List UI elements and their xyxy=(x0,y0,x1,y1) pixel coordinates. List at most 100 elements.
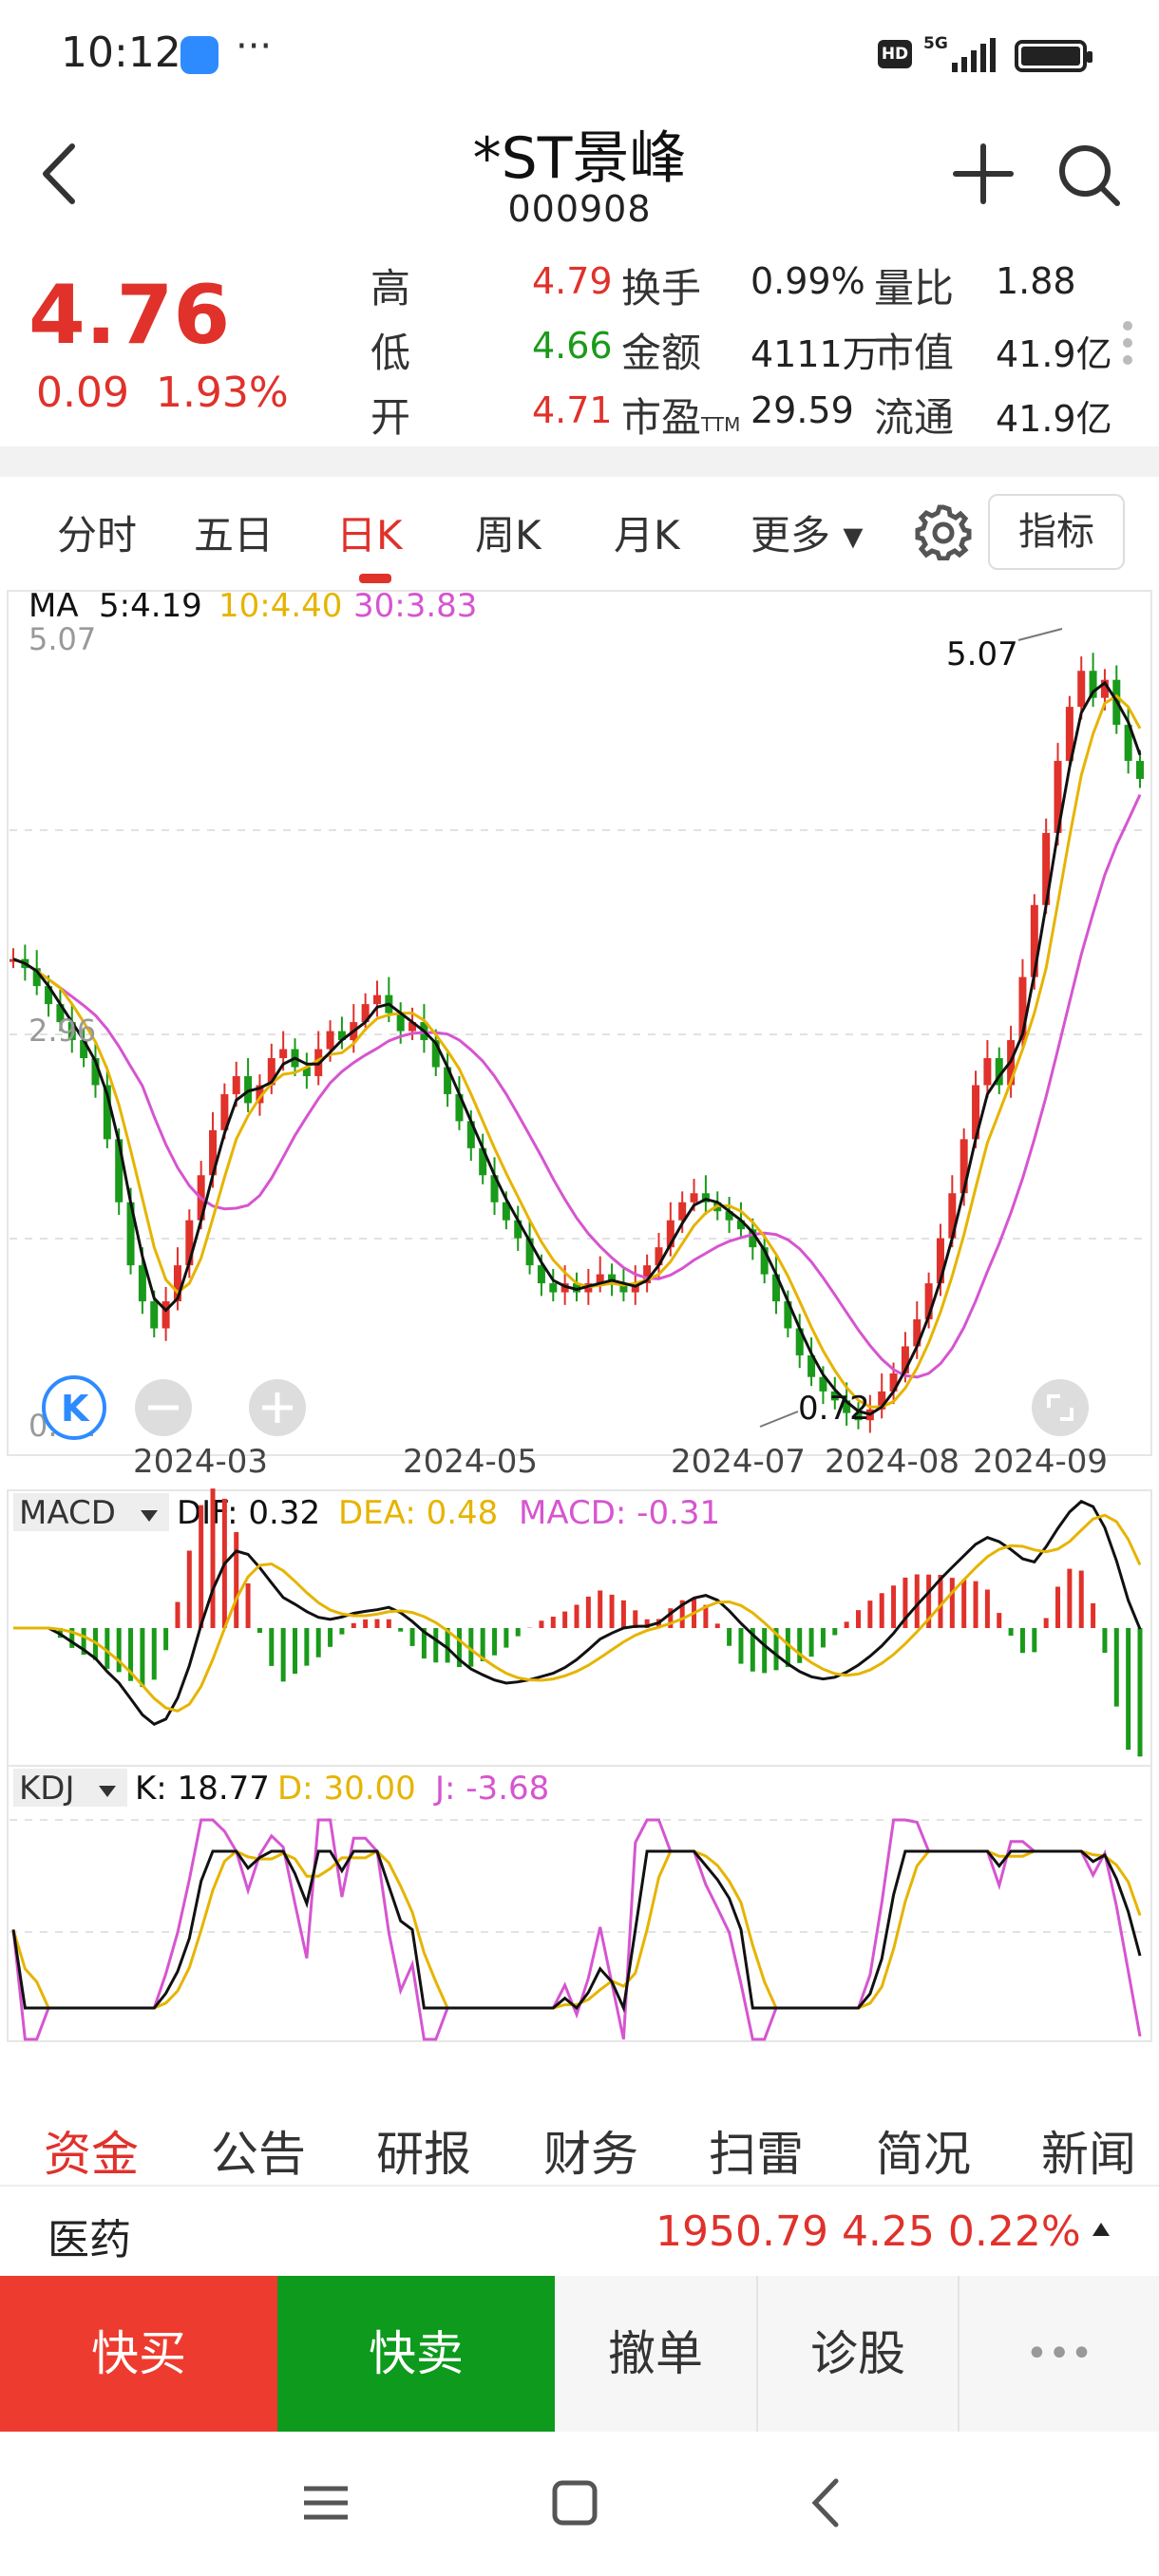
candle-body xyxy=(361,1004,370,1023)
candle-body xyxy=(1030,904,1038,977)
candle-body xyxy=(843,1400,851,1413)
stat-value: 1.88 xyxy=(996,260,1076,302)
candle-body xyxy=(924,1283,933,1319)
period-tab[interactable]: 五日 xyxy=(194,512,275,559)
candle-body xyxy=(889,1373,898,1392)
info-tab[interactable]: 资金 xyxy=(44,2127,139,2182)
candle-body xyxy=(502,1202,510,1221)
menu-icon[interactable] xyxy=(293,2470,359,2536)
low-annotation-leader xyxy=(759,1411,799,1428)
cancel-order-button[interactable]: 撤单 xyxy=(555,2276,756,2432)
stat-label: 高 xyxy=(370,265,411,312)
search-icon[interactable] xyxy=(1053,139,1125,211)
info-tab[interactable]: 财务 xyxy=(543,2127,638,2182)
quick-sell-button[interactable]: 快卖 xyxy=(277,2276,555,2432)
kdj-title: KDJ xyxy=(19,1770,75,1808)
candle-body xyxy=(795,1328,804,1355)
macd-dea-label: DEA: 0.48 xyxy=(338,1494,498,1532)
candle-body xyxy=(396,1013,405,1032)
x-axis-label: 2024-05 xyxy=(403,1443,538,1481)
expand-up-icon[interactable] xyxy=(1092,2223,1110,2236)
section-divider xyxy=(0,446,1159,477)
candle-body xyxy=(150,1301,159,1329)
candle-body xyxy=(878,1391,886,1410)
status-bar: 10:12 ··· HD 5G xyxy=(0,0,1159,109)
candle-body xyxy=(302,1067,311,1076)
candle-body xyxy=(995,1058,1003,1086)
gear-icon[interactable] xyxy=(914,502,973,560)
quick-buy-button[interactable]: 快买 xyxy=(0,2276,277,2432)
kline-logo-button: K xyxy=(42,1375,106,1440)
zoom-in-button xyxy=(249,1379,306,1436)
info-tabs-divider xyxy=(0,2185,1159,2187)
plus-icon[interactable] xyxy=(950,141,1016,207)
candle-body xyxy=(643,1265,652,1284)
candle-body xyxy=(1077,671,1086,708)
ma5-legend: 5:4.19 xyxy=(99,587,202,625)
network-type-label: 5G xyxy=(923,34,948,53)
signal-icon xyxy=(952,38,996,72)
candle-body xyxy=(749,1229,757,1248)
more-vertical-icon[interactable] xyxy=(1121,319,1134,367)
kdj-k-label: K: 18.77 xyxy=(135,1770,270,1808)
candle-body xyxy=(337,1031,346,1041)
candle-body xyxy=(619,1283,628,1293)
candle-body xyxy=(560,1283,569,1293)
stat-value: 4.71 xyxy=(532,389,613,431)
info-tab[interactable]: 简况 xyxy=(876,2127,971,2182)
macd-title: MACD xyxy=(19,1494,116,1532)
candle-body xyxy=(772,1274,781,1302)
high-annotation-leader xyxy=(1017,628,1063,641)
stat-value: 4.79 xyxy=(532,260,613,302)
stat-label: 市值 xyxy=(874,330,955,376)
candle-body xyxy=(80,1040,88,1058)
candle-body xyxy=(1124,725,1132,762)
back-chevron-icon[interactable] xyxy=(36,141,84,207)
stat-label: 开 xyxy=(370,394,411,441)
period-tab[interactable]: 月K xyxy=(614,512,680,559)
kdj-d-line xyxy=(11,1849,1142,2010)
diagnose-button[interactable]: 诊股 xyxy=(758,2276,958,2432)
home-icon[interactable] xyxy=(542,2470,608,2536)
ma30-line xyxy=(12,793,1142,1379)
candle-body xyxy=(784,1301,792,1329)
candle-body xyxy=(631,1283,639,1293)
info-tab[interactable]: 扫雷 xyxy=(709,2127,804,2182)
stat-value: 4111万 xyxy=(750,333,879,375)
candle-body xyxy=(701,1193,710,1203)
period-tab[interactable]: 日K xyxy=(336,512,403,559)
info-tab[interactable]: 研报 xyxy=(376,2127,471,2182)
period-tab[interactable]: 周K xyxy=(475,512,542,559)
more-actions-button[interactable]: ••• xyxy=(960,2276,1159,2432)
sector-name[interactable]: 医药 xyxy=(48,2216,131,2264)
candle-body xyxy=(854,1412,863,1421)
info-tab[interactable]: 新闻 xyxy=(1041,2127,1136,2182)
period-tab[interactable]: 更多 ▾ xyxy=(750,512,864,559)
indicator-button[interactable]: 指标 xyxy=(988,494,1125,570)
stat-label: 流通 xyxy=(874,394,955,441)
candle-body xyxy=(455,1093,464,1122)
macd-dropdown-icon xyxy=(141,1510,158,1522)
chart-grid xyxy=(10,829,1150,1240)
chart-frame xyxy=(7,590,1152,2042)
x-axis-label: 2024-08 xyxy=(825,1443,960,1481)
x-axis-label: 2024-07 xyxy=(671,1443,806,1481)
period-tab[interactable]: 分时 xyxy=(57,512,138,559)
kline-chart[interactable]: MA 5:4.19 10:4.40 30:3.83 5.07 2.96 0.72… xyxy=(0,583,1159,2055)
candle-body xyxy=(525,1238,534,1266)
period-tabs xyxy=(0,477,1159,583)
candle-body xyxy=(326,1031,334,1050)
ma-legend-title: MA xyxy=(28,587,79,625)
candle-body xyxy=(232,1075,240,1094)
candle-body xyxy=(972,1085,980,1140)
candle-body xyxy=(760,1247,769,1275)
system-nav-bar xyxy=(0,2432,1159,2576)
info-tab[interactable]: 公告 xyxy=(211,2127,306,2182)
candle-body xyxy=(103,1085,111,1140)
candle-body xyxy=(244,1075,253,1104)
candle-body xyxy=(901,1346,909,1373)
back-icon[interactable] xyxy=(794,2470,861,2536)
macd-dif-line xyxy=(13,1499,1142,1727)
candle-body xyxy=(444,1067,452,1094)
svg-text:K: K xyxy=(61,1388,90,1430)
